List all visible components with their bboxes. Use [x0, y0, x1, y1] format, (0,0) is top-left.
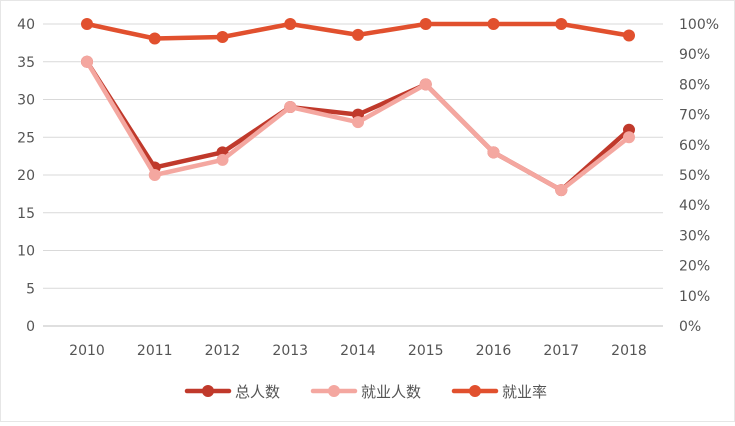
y-right-tick-label: 70%: [679, 108, 710, 124]
data-point: [623, 131, 635, 144]
legend-swatch-marker: [202, 385, 214, 397]
y-left-tick-label: 15: [17, 206, 35, 222]
legend-label: 就业率: [502, 383, 547, 401]
data-point: [81, 55, 93, 68]
data-point: [487, 18, 500, 30]
legend-item: 总人数: [184, 383, 280, 401]
x-tick-label: 2014: [340, 343, 376, 359]
legend-item: 就业率: [451, 383, 547, 401]
data-point: [216, 153, 229, 166]
data-point: [623, 29, 635, 42]
data-point: [419, 18, 432, 30]
y-left-tick-label: 25: [17, 130, 35, 146]
y-right-tick-label: 40%: [679, 198, 710, 214]
y-right-tick-label: 50%: [679, 168, 710, 184]
y-right-tick-label: 80%: [679, 77, 710, 93]
gridlines: [43, 23, 663, 289]
y-left-tick-label: 5: [26, 281, 35, 297]
series-2: [81, 18, 635, 45]
x-tick-label: 2018: [611, 343, 647, 359]
y-right-tick-label: 10%: [679, 289, 710, 305]
data-point: [555, 184, 568, 197]
data-point: [216, 30, 229, 43]
legend: 总人数 就业人数 就业率: [184, 383, 547, 401]
legend-item: 就业人数: [310, 383, 421, 401]
data-point: [284, 18, 297, 30]
x-tick-label: 2017: [543, 343, 579, 359]
x-tick-label: 2016: [476, 343, 512, 359]
data-point: [487, 146, 500, 159]
data-point: [81, 18, 93, 30]
y-left-tick-label: 20: [17, 168, 35, 184]
y-right-tick-label: 100%: [679, 17, 719, 33]
data-point: [148, 169, 161, 181]
axes: 0 5 10 15 20 25 30 35 40 0% 10% 20% 30% 40% 50% 60% 70% 8…: [17, 17, 719, 359]
x-tick-label: 2012: [205, 343, 241, 359]
legend-swatch-marker: [469, 385, 481, 397]
y-left-tick-label: 10: [17, 244, 35, 260]
y-right-tick-label: 90%: [679, 47, 710, 63]
legend-swatch-marker: [328, 385, 340, 397]
x-tick-label: 2010: [69, 343, 105, 359]
y-left-tick-label: 30: [17, 93, 35, 109]
data-point: [148, 32, 161, 45]
series-lines: [81, 18, 635, 197]
data-point: [284, 101, 297, 114]
y-left-tick-label: 0: [26, 319, 35, 335]
legend-label: 就业人数: [361, 383, 421, 401]
data-point: [352, 28, 364, 41]
y-left-tick-label: 35: [17, 55, 35, 71]
legend-label: 总人数: [235, 383, 280, 401]
data-point: [352, 116, 364, 129]
x-tick-label: 2011: [137, 343, 173, 359]
data-point: [419, 78, 432, 91]
series-1: [81, 55, 635, 197]
x-tick-label: 2013: [272, 343, 308, 359]
y-right-tick-label: 20%: [679, 259, 710, 275]
y-right-tick-label: 60%: [679, 138, 710, 154]
y-right-tick-label: 0%: [679, 319, 701, 335]
data-point: [555, 18, 568, 30]
x-tick-label: 2015: [408, 343, 444, 359]
y-left-tick-label: 40: [17, 17, 35, 33]
y-right-tick-label: 30%: [679, 228, 710, 244]
